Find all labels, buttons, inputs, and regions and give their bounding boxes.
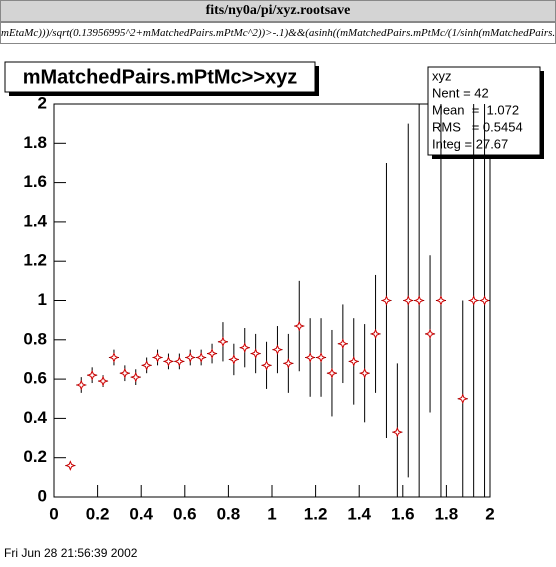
marker [261, 360, 272, 371]
marker [206, 348, 218, 359]
plot-frame [53, 103, 491, 498]
marker [75, 379, 87, 391]
y-tick-label: 0.6 [23, 369, 47, 388]
marker [130, 371, 142, 383]
stats-box [427, 66, 541, 156]
marker [86, 369, 98, 381]
marker [304, 352, 316, 363]
marker [195, 352, 207, 363]
y-tick-label: 2 [38, 93, 47, 112]
y-tick-label: 0.4 [23, 408, 47, 427]
marker [108, 352, 120, 363]
marker [337, 338, 349, 349]
title-box [4, 61, 316, 93]
marker [283, 358, 294, 369]
marker [141, 360, 152, 371]
marker [272, 344, 283, 355]
y-tick-label: 1.4 [23, 211, 47, 230]
x-tick-label: 0.6 [173, 504, 197, 523]
x-tick-label: 2 [485, 504, 494, 523]
marker [250, 348, 261, 359]
stats-line: RMS = 0.5454 [432, 119, 523, 134]
marker [381, 295, 392, 306]
marker [152, 352, 163, 363]
marker [293, 320, 305, 332]
marker [348, 356, 360, 367]
chart-title: mMatchedPairs.mPtMc>>xyz [23, 66, 298, 88]
marker [119, 367, 131, 379]
stats-line: Nent = 42 [432, 85, 489, 100]
marker [315, 352, 327, 363]
y-tick-label: 1 [38, 290, 47, 309]
marker [424, 328, 436, 340]
marker [402, 295, 414, 306]
marker [97, 375, 109, 387]
marker [174, 356, 185, 367]
marker [184, 352, 196, 363]
y-tick-label: 0.2 [23, 447, 47, 466]
marker [359, 367, 370, 379]
marker [217, 336, 229, 348]
marker [479, 295, 490, 306]
x-tick-label: 1 [267, 504, 276, 523]
stats-line: Integ = 27.67 [432, 136, 508, 151]
marker [370, 328, 381, 340]
marker [392, 426, 403, 438]
x-tick-label: 1.6 [391, 504, 415, 523]
y-tick-label: 0 [38, 486, 47, 505]
y-tick-label: 1.8 [23, 133, 47, 152]
marker [239, 342, 251, 353]
x-tick-label: 0.8 [217, 504, 241, 523]
y-tick-label: 0.8 [23, 329, 47, 348]
marker [457, 393, 469, 405]
marker [163, 356, 174, 367]
x-tick-label: 0 [49, 504, 58, 523]
y-tick-label: 1.6 [23, 172, 47, 191]
x-tick-label: 1.2 [304, 504, 328, 523]
x-tick-label: 1.8 [435, 504, 459, 523]
marker [326, 367, 338, 379]
marker [468, 295, 479, 306]
x-tick-label: 0.4 [129, 504, 153, 523]
y-tick-label: 1.2 [23, 251, 47, 270]
window-title: fits/ny0a/pi/xyz.rootsave [0, 0, 556, 22]
stats-line: Mean = 1.072 [432, 102, 519, 117]
x-tick-label: 0.2 [86, 504, 110, 523]
marker [228, 354, 240, 365]
x-tick-label: 1.4 [347, 504, 371, 523]
date: Fri Jun 28 21:56:39 2002 [4, 546, 138, 560]
stats-name: xyz [432, 68, 452, 83]
marker [65, 460, 76, 471]
marker [435, 295, 447, 306]
marker [413, 295, 425, 306]
